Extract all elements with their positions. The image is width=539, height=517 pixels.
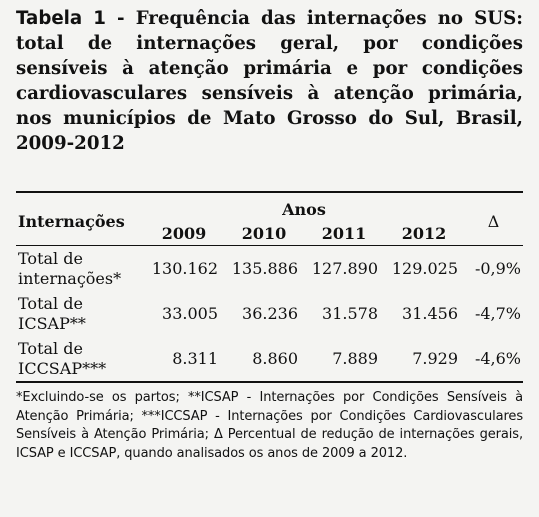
cell-value: 129.025	[391, 259, 458, 278]
cell-value: 135.886	[231, 259, 298, 278]
cell-value: 130.162	[151, 259, 218, 278]
row-label: Total de ICCSAP***	[16, 336, 144, 382]
table-footnote: *Excluindo-se os partos; **ICSAP - Inter…	[16, 390, 523, 461]
year-header: 2010	[241, 223, 287, 243]
cell-value: 7.929	[412, 349, 458, 368]
table-row: Total de ICSAP** 33.005 36.236 31.578 31.…	[16, 291, 523, 336]
year-header: 2011	[321, 223, 367, 243]
row-label: Total de internações*	[16, 246, 144, 292]
table-container: Internações Anos Δ 2009 2010 2011 2012 T…	[16, 191, 523, 383]
header-row-2: 2009 2010 2011 2012	[16, 221, 523, 246]
cell-value: 8.311	[172, 349, 218, 368]
table-row: Total de internações* 130.162 135.886 127…	[16, 245, 523, 292]
year-header: 2009	[161, 223, 207, 243]
table-row: Total de ICCSAP*** 8.311 8.860 7.889 7.92…	[16, 336, 523, 382]
row-label-line1: Total de	[18, 339, 83, 358]
delta-header: Δ	[487, 211, 500, 231]
cell-value: 127.890	[311, 259, 378, 278]
cell-value: 31.578	[322, 304, 378, 323]
cell-delta: -4,7%	[474, 304, 521, 323]
row-label-line2: internações*	[18, 269, 122, 288]
row-header: Internações	[18, 211, 125, 231]
row-label-line2: ICSAP**	[18, 314, 86, 333]
cell-delta: -0,9%	[474, 259, 521, 278]
row-label-line1: Total de	[18, 294, 83, 313]
table-caption: Tabela 1 - Frequência das internações no…	[16, 6, 523, 156]
cell-value: 31.456	[402, 304, 458, 323]
cell-delta: -4,6%	[474, 349, 521, 368]
row-label-line2: ICCSAP***	[18, 359, 107, 378]
group-header-anos: Anos	[282, 199, 326, 219]
cell-value: 36.236	[242, 304, 298, 323]
caption-text: - Frequência das internações no SUS: tot…	[16, 8, 523, 154]
cell-value: 7.889	[332, 349, 378, 368]
row-label-line1: Total de	[18, 249, 83, 268]
cell-value: 8.860	[252, 349, 298, 368]
header-row-1: Internações Anos Δ	[16, 192, 523, 231]
frequency-table: Internações Anos Δ 2009 2010 2011 2012 T…	[16, 191, 523, 383]
cell-value: 33.005	[162, 304, 218, 323]
year-header: 2012	[401, 223, 447, 243]
row-label: Total de ICSAP**	[16, 291, 144, 336]
caption-label: Tabela 1	[16, 8, 106, 29]
